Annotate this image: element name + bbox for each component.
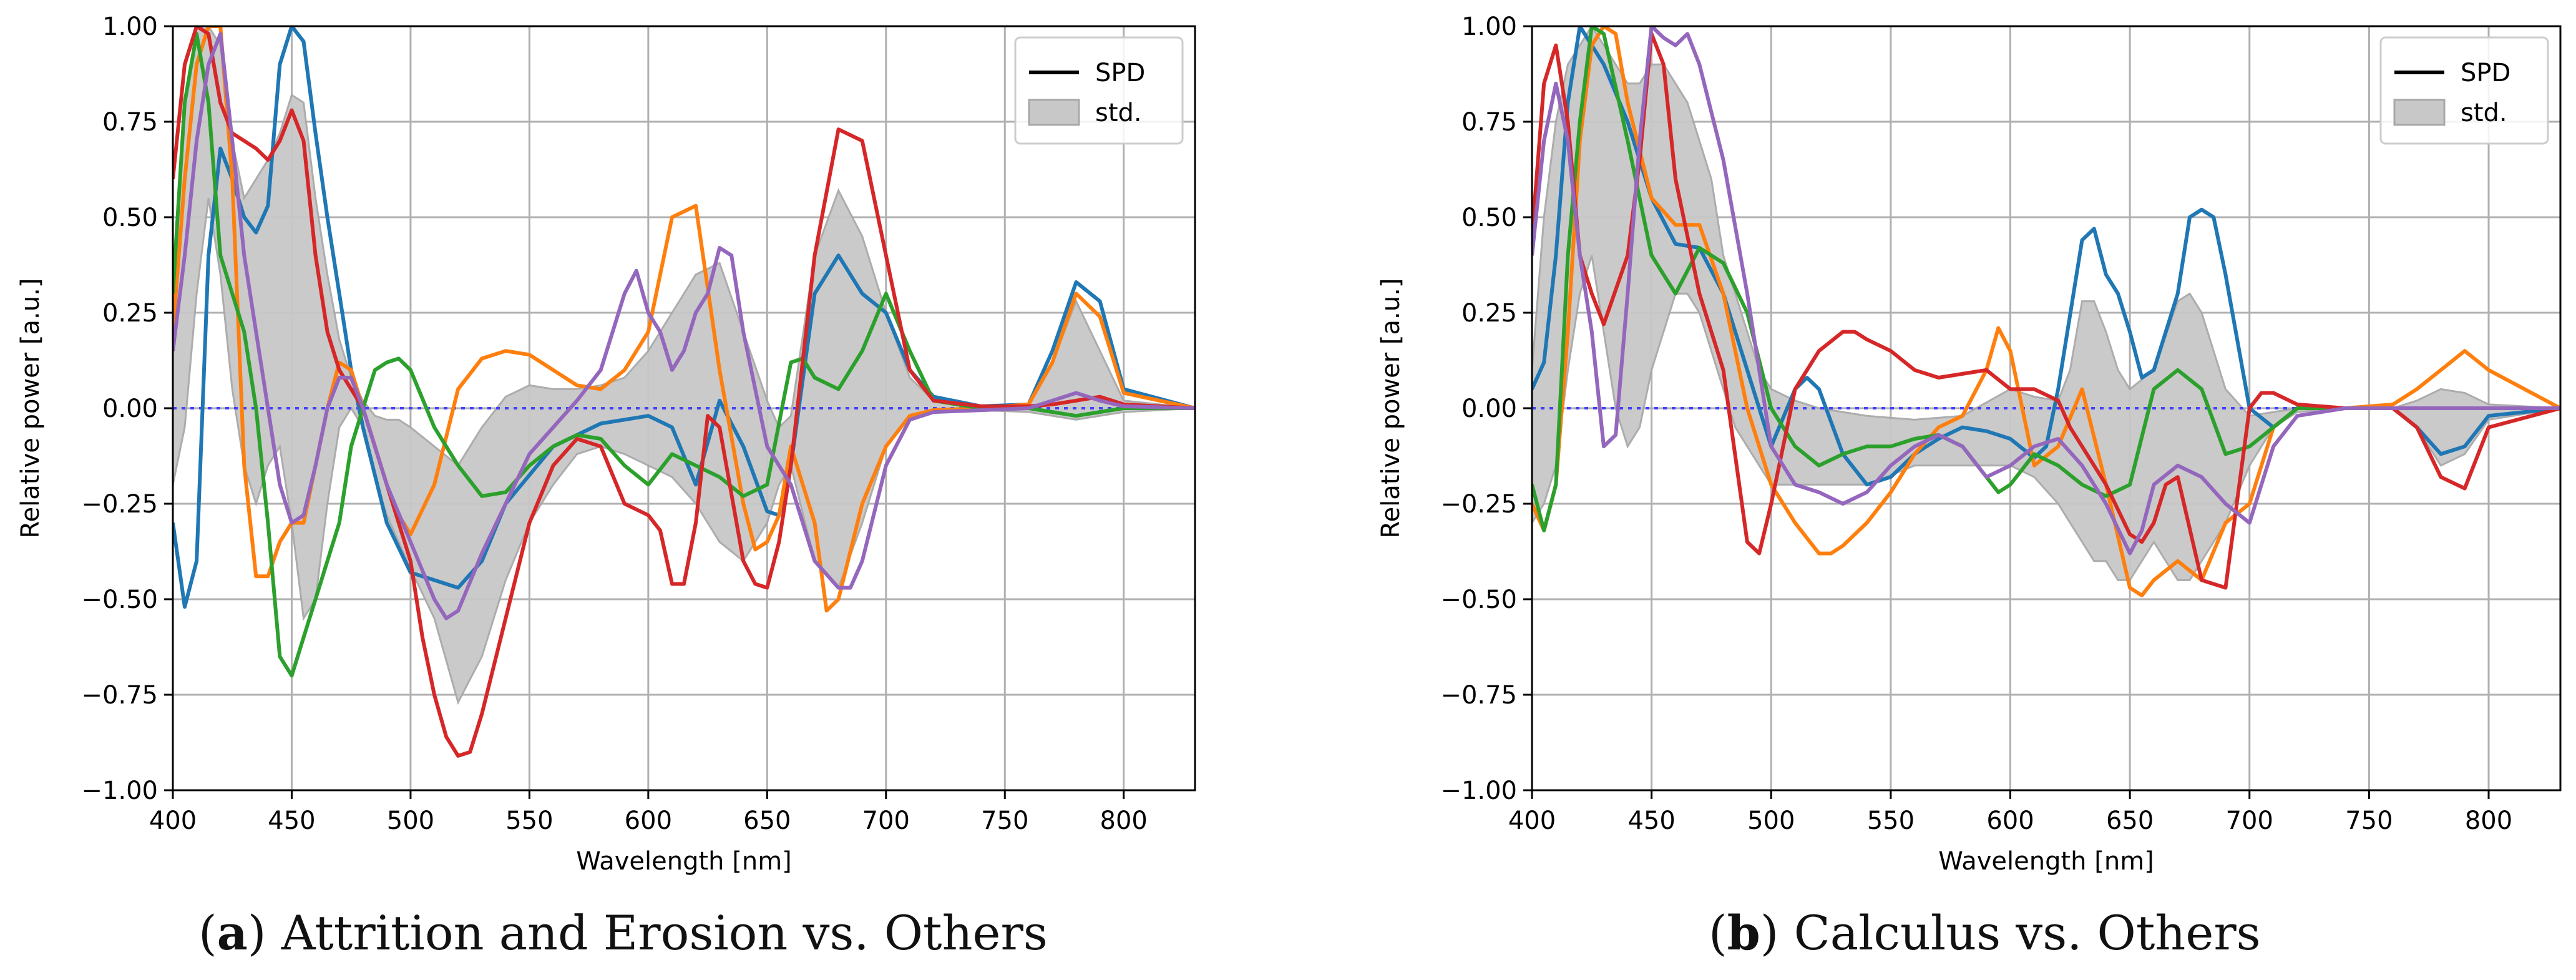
plot-area bbox=[1532, 26, 2560, 597]
y-axis-label: Relative power [a.u.] bbox=[16, 278, 45, 539]
legend-spd-label: SPD bbox=[1095, 59, 1145, 87]
x-tick-label: 550 bbox=[505, 806, 553, 835]
caption-b: (b) Calculus vs. Others bbox=[1709, 905, 2261, 961]
legend-box bbox=[2379, 36, 2549, 145]
y-tick-label: 0.50 bbox=[102, 203, 158, 232]
legend-box bbox=[1014, 36, 1184, 145]
y-tick-label: −0.75 bbox=[1440, 681, 1517, 710]
x-tick-label: 400 bbox=[149, 806, 197, 835]
x-axis-label: Wavelength [nm] bbox=[1938, 847, 2154, 876]
series-purple bbox=[173, 32, 1195, 620]
caption-b-letter: b bbox=[1727, 905, 1760, 961]
x-tick-label: 800 bbox=[1100, 806, 1148, 835]
series-red bbox=[173, 26, 1195, 758]
y-tick-label: 0.50 bbox=[1461, 203, 1517, 232]
legend-std-swatch bbox=[2393, 99, 2446, 126]
y-tick-label: −0.25 bbox=[1440, 490, 1517, 519]
ticks: 400 450 500 550 600 650 700 750 800 −1.00 −0.75 −0.… bbox=[1440, 12, 2512, 835]
caption-a: (a) Attrition and Erosion vs. Others bbox=[198, 905, 1048, 961]
x-tick-label: 750 bbox=[2345, 806, 2393, 835]
y-tick-label: 0.75 bbox=[102, 108, 158, 137]
x-tick-label: 700 bbox=[862, 806, 910, 835]
chart-b: 400 450 500 550 600 650 700 750 800 −1.00 −0.75 −0.… bbox=[1377, 12, 2562, 876]
x-tick-label: 500 bbox=[387, 806, 434, 835]
panel-b: 400 450 500 550 600 650 700 750 800 −1.00 −0.75 −0.… bbox=[1360, 0, 2576, 889]
y-tick-label: −0.75 bbox=[81, 681, 158, 710]
x-tick-label: 450 bbox=[1627, 806, 1675, 835]
x-tick-label: 500 bbox=[1747, 806, 1795, 835]
y-tick-label: −1.00 bbox=[1440, 777, 1517, 805]
panel-a: 400 450 500 550 600 650 700 750 800 −1.00 −0.75 −0.… bbox=[0, 0, 1273, 889]
x-tick-label: 650 bbox=[2106, 806, 2154, 835]
y-tick-label: 0.25 bbox=[102, 299, 158, 328]
y-tick-label: 0.25 bbox=[1461, 299, 1517, 328]
x-tick-label: 600 bbox=[1986, 806, 2034, 835]
x-tick-label: 800 bbox=[2465, 806, 2512, 835]
y-tick-label: 1.00 bbox=[1461, 12, 1517, 41]
caption-b-text: Calculus vs. Others bbox=[1793, 905, 2261, 961]
series-green bbox=[173, 32, 1195, 678]
x-axis-label: Wavelength [nm] bbox=[576, 847, 792, 876]
y-tick-label: 1.00 bbox=[102, 12, 158, 41]
y-tick-label: −0.25 bbox=[81, 490, 158, 519]
y-tick-label: 0.00 bbox=[102, 394, 158, 423]
x-tick-label: 750 bbox=[981, 806, 1028, 835]
y-tick-label: 0.75 bbox=[1461, 108, 1517, 137]
legend-std-swatch bbox=[1028, 99, 1080, 126]
x-tick-label: 450 bbox=[268, 806, 315, 835]
legend-std-label: std. bbox=[1095, 99, 1142, 127]
x-tick-label: 400 bbox=[1508, 806, 1556, 835]
legend: SPD std. bbox=[2379, 36, 2549, 145]
series-purple bbox=[1532, 26, 2560, 556]
y-tick-label: −1.00 bbox=[81, 777, 158, 805]
caption-a-text: Attrition and Erosion vs. Others bbox=[281, 905, 1048, 961]
y-axis-label: Relative power [a.u.] bbox=[1377, 278, 1405, 539]
x-tick-label: 650 bbox=[743, 806, 791, 835]
legend-std-label: std. bbox=[2461, 99, 2507, 127]
chart-a: 400 450 500 550 600 650 700 750 800 −1.00 −0.75 −0.… bbox=[16, 12, 1196, 876]
plot-area bbox=[173, 26, 1195, 758]
x-tick-label: 600 bbox=[625, 806, 672, 835]
ticks: 400 450 500 550 600 650 700 750 800 −1.00 −0.75 −0.… bbox=[81, 12, 1147, 835]
x-tick-label: 700 bbox=[2226, 806, 2273, 835]
y-tick-label: 0.00 bbox=[1461, 394, 1517, 423]
y-tick-label: −0.50 bbox=[1440, 586, 1517, 614]
y-tick-label: −0.50 bbox=[81, 586, 158, 614]
series-blue bbox=[1532, 26, 2560, 487]
series-orange bbox=[173, 26, 1195, 613]
caption-a-letter: a bbox=[217, 905, 248, 961]
legend-spd-label: SPD bbox=[2461, 59, 2510, 87]
x-tick-label: 550 bbox=[1867, 806, 1915, 835]
legend: SPD std. bbox=[1014, 36, 1184, 145]
